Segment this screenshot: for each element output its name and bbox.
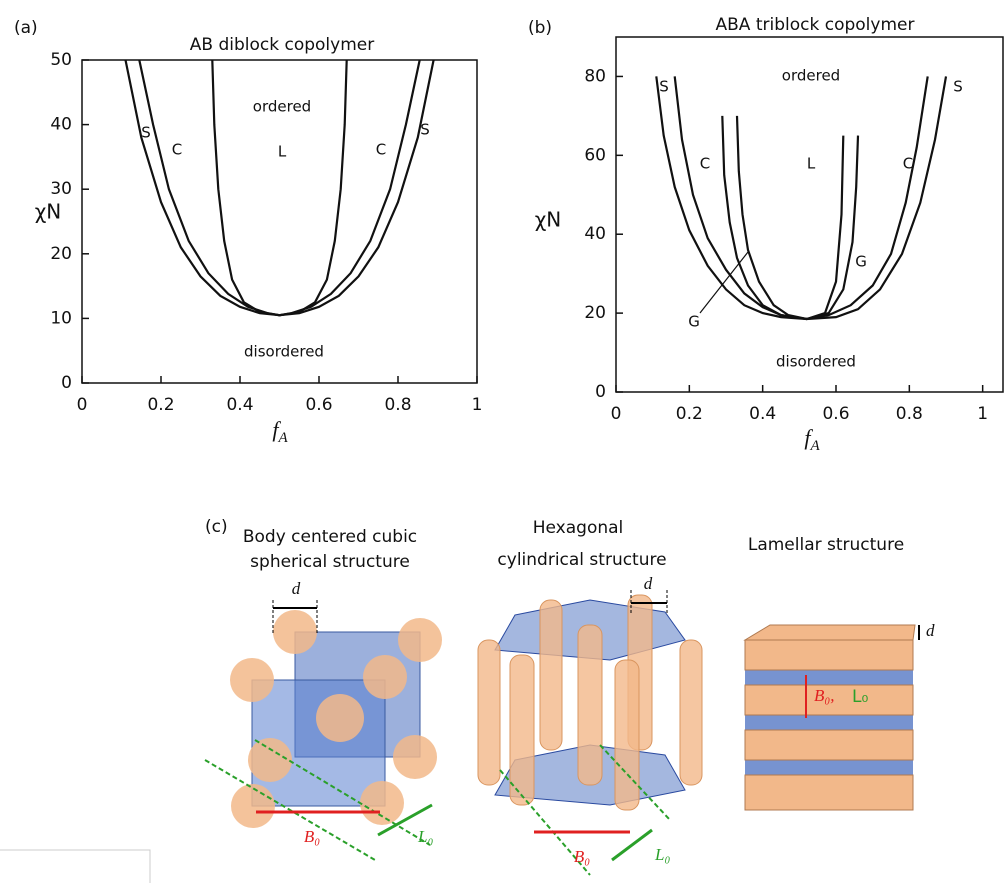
cylinder <box>540 600 562 750</box>
y-tick-label: 50 <box>50 50 72 70</box>
x-tick-label: 1 <box>977 404 988 424</box>
structure-title: Hexagonal <box>533 518 624 538</box>
cylinder <box>510 655 534 805</box>
y-tick-label: 40 <box>50 115 72 135</box>
region-label: L <box>807 155 816 173</box>
y-tick-label: 30 <box>50 179 72 199</box>
panel-label: (b) <box>528 18 552 38</box>
region-label: ordered <box>253 98 311 116</box>
figure: 00.20.40.60.8101020304050AB diblock copo… <box>0 0 1006 883</box>
b0-label: B₀ <box>574 847 590 866</box>
y-axis-label: χN <box>35 200 62 224</box>
layer-top <box>745 625 915 640</box>
y-tick-label: 80 <box>584 66 606 86</box>
region-label: C <box>376 141 386 159</box>
region-label: G <box>688 313 700 331</box>
l0-arrow <box>612 830 652 860</box>
panel-label: (a) <box>14 18 38 38</box>
sphere <box>393 735 437 779</box>
cylinder <box>680 640 702 785</box>
sphere <box>230 658 274 702</box>
sphere <box>316 694 364 742</box>
region-label: disordered <box>244 343 324 361</box>
x-tick-label: 1 <box>472 395 483 415</box>
region-label: C <box>172 141 182 159</box>
structure-title: Lamellar structure <box>748 535 904 555</box>
y-tick-label: 10 <box>50 308 72 328</box>
x-tick-label: 0.6 <box>305 395 332 415</box>
x-tick-label: 0.8 <box>384 395 411 415</box>
l0-label: L₀ <box>654 845 670 864</box>
region-label: L <box>278 143 287 161</box>
sphere <box>273 610 317 654</box>
structure-title: spherical structure <box>250 552 410 572</box>
b0-label: B₀, <box>814 686 835 705</box>
chart-title: AB diblock copolymer <box>190 35 374 55</box>
phase-boundary <box>675 76 928 319</box>
y-axis-label: χN <box>535 208 562 232</box>
phase-boundary <box>737 116 843 319</box>
x-tick-label: 0.2 <box>676 404 703 424</box>
x-tick-label: 0 <box>611 404 622 424</box>
d-label: d <box>292 579 301 598</box>
y-tick-label: 40 <box>584 224 606 244</box>
l0-label: L₀ <box>852 687 868 707</box>
y-tick-label: 0 <box>595 382 606 402</box>
sphere <box>360 781 404 825</box>
x-tick-label: 0.4 <box>749 404 776 424</box>
cylinder <box>578 625 602 785</box>
x-tick-label: 0 <box>77 395 88 415</box>
crop-box <box>0 850 150 883</box>
layer <box>745 640 913 670</box>
sphere <box>248 738 292 782</box>
region-label: ordered <box>782 67 840 85</box>
leader-line <box>700 252 748 313</box>
x-tick-label: 0.2 <box>147 395 174 415</box>
structure-title: Body centered cubic <box>243 527 417 547</box>
region-label: S <box>659 78 669 96</box>
x-tick-label: 0.6 <box>822 404 849 424</box>
x-axis-label: fA <box>272 417 288 446</box>
y-tick-label: 0 <box>61 373 72 393</box>
chart: 0 0.2 0.4 0.6 0.8 1 0 20 40 60 80 ABA triblock copo… <box>528 15 1003 454</box>
cylinder <box>615 660 639 810</box>
region-label: G <box>855 253 867 271</box>
d-label: d <box>926 621 935 640</box>
sphere <box>398 618 442 662</box>
y-tick-label: 20 <box>584 303 606 323</box>
x-tick-label: 0.4 <box>226 395 253 415</box>
layer <box>745 775 913 810</box>
panel-label: (c) <box>205 517 228 537</box>
plot-frame <box>616 37 1003 392</box>
layer <box>745 730 913 760</box>
x-tick-label: 0.8 <box>896 404 923 424</box>
b0-label: B₀ <box>304 827 320 846</box>
y-tick-label: 20 <box>50 244 72 264</box>
sphere <box>363 655 407 699</box>
region-label: C <box>700 155 710 173</box>
hex-structure: d B₀ L₀ <box>478 574 702 875</box>
structure-title: cylindrical structure <box>497 550 666 570</box>
phase-boundary <box>656 76 946 319</box>
lamellar-structure: B₀, L₀ d <box>745 621 935 810</box>
region-label: disordered <box>776 353 856 371</box>
bcc-structure: d B₀ L₀ <box>205 579 442 860</box>
x-axis-label: fA <box>804 425 820 454</box>
l0-label: L₀ <box>417 827 433 846</box>
chart-title: ABA triblock copolymer <box>716 15 915 35</box>
d-label: d <box>644 574 653 593</box>
sphere <box>231 784 275 828</box>
cylinder <box>478 640 500 785</box>
region-label: S <box>953 78 963 96</box>
y-tick-label: 60 <box>584 145 606 165</box>
panel-c: (c) Body centered cubic spherical struct… <box>205 517 935 875</box>
